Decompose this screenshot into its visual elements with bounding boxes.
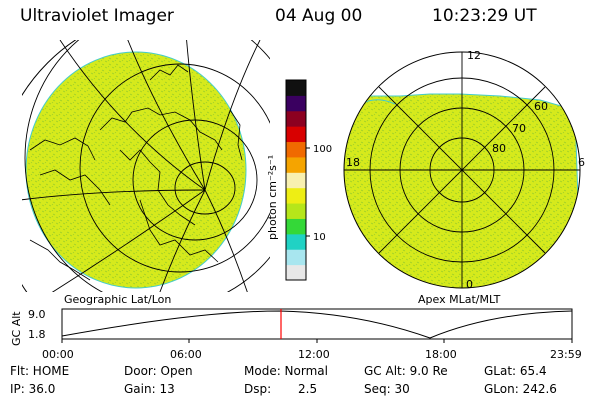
geographic-map xyxy=(22,40,270,292)
color-bar: 100 10 photon cm⁻²s⁻¹ xyxy=(266,79,332,281)
mlat-label-80: 80 xyxy=(492,142,506,155)
status-door: Door: Open xyxy=(124,364,193,378)
timeline-ytick-9: 9.0 xyxy=(28,308,46,321)
time-label: 10:23:29 UT xyxy=(432,6,537,26)
colorbar-segment xyxy=(286,249,306,266)
status-glon: GLon: 242.6 xyxy=(484,382,557,396)
timeline-xtick-2359: 23:59 xyxy=(550,348,582,361)
colorbar-unit-label: photon cm⁻²s⁻¹ xyxy=(266,155,279,240)
status-gain: Gain: 13 xyxy=(124,382,175,396)
colorbar-segment xyxy=(286,233,306,250)
mlt-label-6: 6 xyxy=(578,156,585,169)
app-title: Ultraviolet Imager xyxy=(20,6,174,26)
status-dsp-value: 2.5 xyxy=(298,382,318,396)
altitude-timeline: GC Alt 9.0 1.8 00:00 06:00 12:00 18:00 2… xyxy=(10,308,582,361)
colorbar-segment xyxy=(286,172,306,189)
colorbar-segment xyxy=(286,126,306,143)
timeline-xtick-0600: 06:00 xyxy=(170,348,202,361)
status-gc-alt: GC Alt: 9.0 Re xyxy=(364,364,448,378)
timeline-ytick-1: 1.8 xyxy=(28,328,46,341)
status-ip: IP: 36.0 xyxy=(10,382,56,396)
status-dsp: Dsp: xyxy=(244,382,272,396)
timeline-xtick-1800: 18:00 xyxy=(425,348,457,361)
colorbar-segment xyxy=(286,80,306,96)
colorbar-segment xyxy=(286,141,306,158)
mlt-label-18: 18 xyxy=(346,156,360,169)
status-seq: Seq: 30 xyxy=(364,382,410,396)
right-map-caption: Apex MLat/MLT xyxy=(418,293,501,306)
colorbar-tick-10: 10 xyxy=(313,232,326,243)
timeline-xtick-0000: 00:00 xyxy=(42,348,74,361)
mlt-label-12: 12 xyxy=(467,49,481,62)
date-label: 04 Aug 00 xyxy=(275,6,363,26)
status-mode: Mode: Normal xyxy=(244,364,328,378)
mlt-label-0: 0 xyxy=(466,278,473,291)
timeline-axis-label: GC Alt xyxy=(10,311,23,346)
polar-map: 12 18 6 0 60 70 80 xyxy=(343,49,585,291)
colorbar-segment xyxy=(286,218,306,235)
colorbar-segment xyxy=(286,156,306,173)
status-flt: Flt: HOME xyxy=(10,364,70,378)
colorbar-segment xyxy=(286,264,306,281)
colorbar-segment xyxy=(286,110,306,127)
left-map-caption: Geographic Lat/Lon xyxy=(64,293,171,306)
mlat-label-70: 70 xyxy=(512,122,526,135)
colorbar-segment xyxy=(286,95,306,112)
colorbar-tick-100: 100 xyxy=(313,144,332,155)
timeline-xtick-1200: 12:00 xyxy=(298,348,330,361)
mlat-label-60: 60 xyxy=(534,100,548,113)
colorbar-segment xyxy=(286,203,306,219)
colorbar-segment xyxy=(286,187,306,204)
status-glat: GLat: 65.4 xyxy=(484,364,547,378)
